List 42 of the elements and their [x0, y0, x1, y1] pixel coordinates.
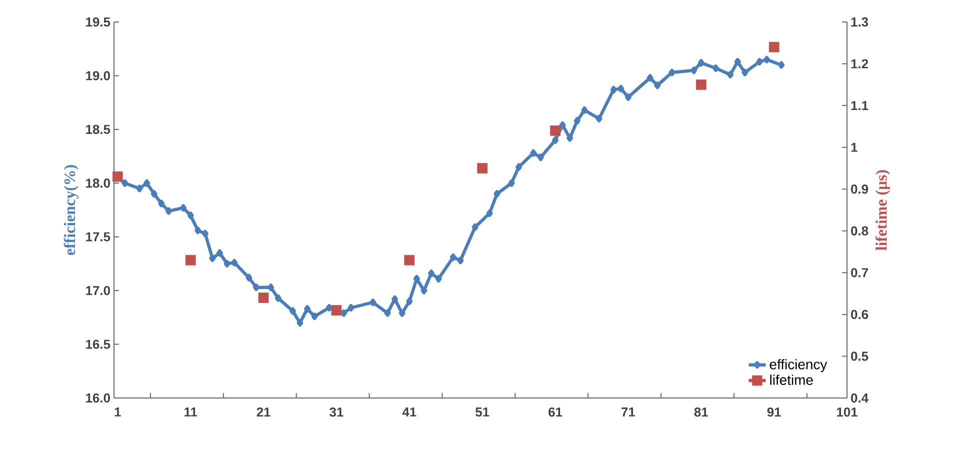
- point: [404, 254, 415, 266]
- point: [112, 171, 123, 182]
- y2-tick-label: 1.2: [851, 59, 868, 68]
- point: [185, 254, 196, 266]
- x-tick-label: 101: [837, 407, 858, 417]
- y2-tick-label: 0.6: [851, 310, 868, 320]
- x-tick-label: 51: [476, 408, 490, 417]
- y2-tick-label: 0.9: [851, 184, 868, 194]
- y2-tick-label: 0.8: [851, 226, 868, 236]
- y2-tick-label: 0.4: [851, 393, 868, 403]
- y-tick-label: 18.5: [86, 124, 110, 134]
- y2-tick-label: 1.3: [851, 17, 868, 27]
- x-tick-label: 81: [694, 407, 708, 417]
- x-tick-label: 31: [330, 407, 344, 417]
- y2-tick-label: 0.7: [851, 268, 868, 278]
- x-tick-label: 61: [548, 407, 562, 417]
- y-axis-title: efficiency(%): [64, 165, 78, 256]
- y-tick-label: 16.5: [86, 340, 110, 349]
- y-tick-label: 19.5: [86, 17, 110, 27]
- point: [550, 125, 560, 136]
- y-tick-label: 19.0: [86, 71, 110, 80]
- y-tick-label: 16.0: [86, 393, 110, 403]
- y-tick-label: 17.5: [86, 232, 110, 242]
- x-tick-label: 91: [767, 407, 781, 417]
- y2-tick-label: 1.1: [851, 101, 868, 110]
- x-tick-label: 1: [114, 408, 121, 416]
- y-tick-label: 17.0: [86, 286, 110, 296]
- x-tick-label: 21: [256, 407, 270, 417]
- y2-axis-title: lifetime (μs): [875, 170, 890, 250]
- point: [258, 292, 269, 303]
- x-tick-label: 41: [402, 408, 416, 416]
- point: [331, 305, 342, 316]
- y2-tick-label: 0.5: [851, 352, 868, 361]
- legend-label: lifetime: [770, 374, 813, 385]
- point: [768, 42, 780, 52]
- point: [696, 79, 706, 90]
- y-tick-label: 18.0: [86, 178, 110, 188]
- y2-tick-label: 1: [851, 142, 858, 152]
- x-tick-label: 71: [622, 408, 636, 416]
- legend-label: efficiency: [770, 359, 828, 372]
- point: [477, 163, 488, 174]
- x-tick-label: 11: [184, 408, 198, 416]
